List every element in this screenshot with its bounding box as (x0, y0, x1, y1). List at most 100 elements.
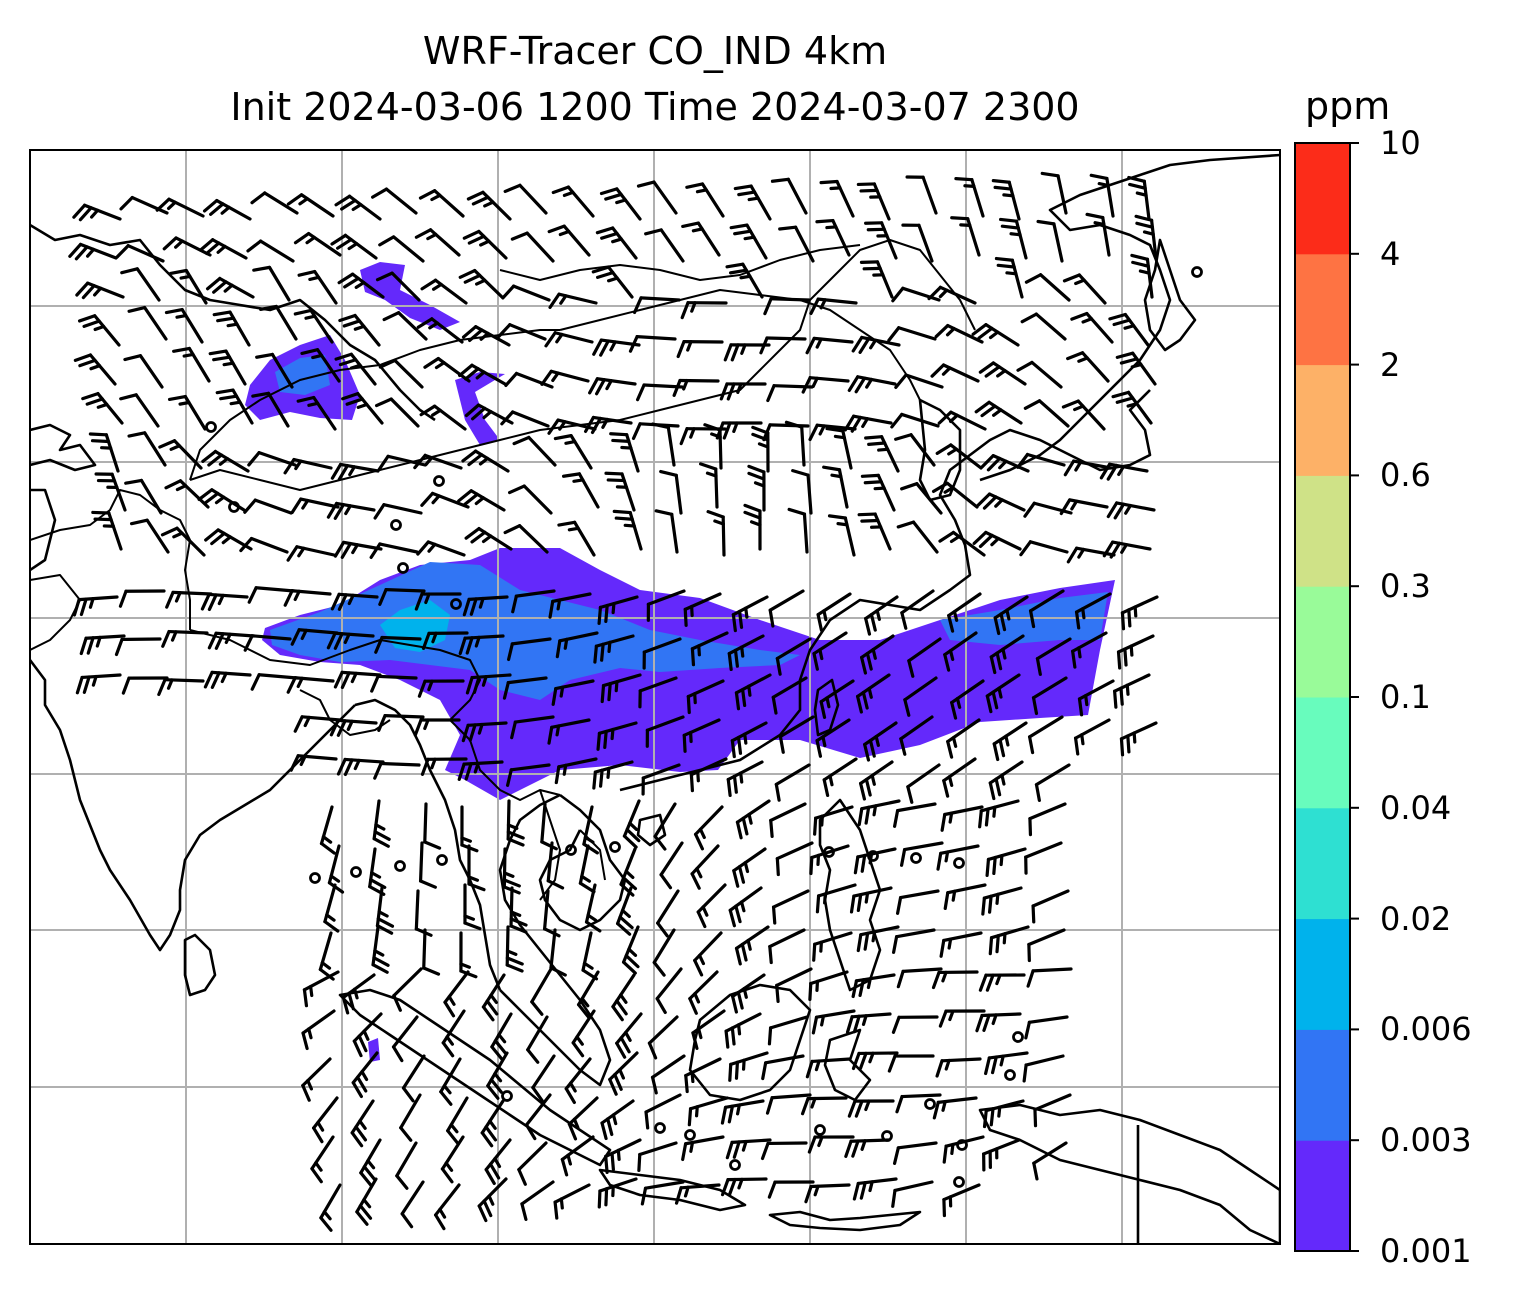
wind-barb (421, 631, 469, 650)
wind-barb (391, 1015, 419, 1063)
wind-barb (1027, 928, 1066, 963)
wind-barb (326, 501, 376, 520)
wind-barb (81, 391, 124, 425)
wind-barb (462, 229, 508, 260)
wind-barb (441, 1009, 466, 1058)
wind-barb (1031, 889, 1070, 924)
wind-barb (1040, 171, 1068, 215)
wind-barb (1016, 452, 1066, 469)
wind-barb (434, 1183, 461, 1231)
coastline-philippines (818, 798, 882, 992)
wind-barb (978, 973, 1026, 992)
wind-barb (460, 805, 479, 853)
wind-barb (1120, 595, 1159, 631)
wind-barb (645, 715, 685, 748)
wind-barb (934, 323, 984, 344)
wind-barb (767, 1180, 815, 1199)
wind-barb (843, 414, 893, 433)
wind-barb (155, 197, 205, 218)
wind-barb (413, 453, 463, 470)
wind-barb (845, 1012, 892, 1034)
calm-marker (953, 857, 965, 869)
wind-barb (584, 883, 602, 933)
wind-barb (582, 805, 599, 855)
wind-barb (808, 970, 849, 1002)
wind-barb (720, 1099, 765, 1125)
wind-barb (851, 973, 896, 999)
calm-marker (1191, 266, 1203, 278)
wind-barb (615, 1012, 643, 1059)
wind-barb (591, 265, 634, 299)
wind-barb (547, 224, 591, 257)
wind-barb (775, 967, 813, 1003)
wind-barb (847, 375, 897, 394)
wind-barb (978, 799, 1020, 829)
map-gridlines (30, 150, 1280, 1244)
wind-barb (775, 841, 814, 877)
wind-barb (939, 931, 983, 958)
wind-barb (819, 679, 855, 719)
wind-barb (891, 286, 941, 303)
wind-barb (326, 631, 375, 650)
wind-barb (599, 187, 642, 221)
wind-barb (301, 1057, 332, 1102)
wind-barb (640, 1180, 685, 1206)
wind-barb (684, 1057, 722, 1094)
wind-barb (611, 973, 636, 1022)
calm-marker (228, 501, 240, 513)
wind-barb (681, 1135, 725, 1162)
wind-barb (743, 503, 762, 551)
wind-barb (567, 1096, 599, 1141)
wind-barb (374, 635, 422, 654)
wind-barb (1061, 399, 1106, 431)
wind-barb (120, 267, 161, 302)
wind-barb (290, 628, 339, 646)
wind-barb (891, 1015, 939, 1034)
wind-barb (730, 721, 768, 759)
wind-barb (161, 629, 209, 648)
wind-barb (561, 472, 600, 509)
colorbar-tick-label: 0.02 (1380, 899, 1452, 938)
calm-marker (953, 1176, 965, 1188)
wind-barb (329, 718, 378, 737)
wind-barb (1016, 360, 1063, 389)
wind-barb (775, 637, 812, 676)
wind-barb (162, 236, 212, 257)
wind-barb (751, 425, 770, 473)
wind-barb (903, 676, 938, 717)
wind-barb (725, 1138, 772, 1160)
coastline-hainan (636, 813, 667, 847)
wind-barb (974, 400, 1023, 425)
wind-barb (815, 718, 851, 758)
wind-barb (674, 1183, 721, 1205)
wind-barb (330, 233, 378, 260)
wind-barb (644, 228, 685, 263)
coastline-srilanka (183, 933, 217, 997)
wind-barb (414, 592, 462, 611)
wind-barb (863, 721, 898, 762)
wind-barb (197, 488, 246, 512)
wind-barb (647, 1015, 679, 1060)
wind-barb (985, 673, 1021, 714)
wind-barb (94, 472, 127, 512)
wind-barb (312, 1096, 339, 1144)
wind-barb (543, 889, 561, 938)
wind-barb (247, 586, 296, 604)
colorbar-band (1295, 918, 1350, 1030)
wind-barb (852, 1177, 898, 1201)
wind-barb (239, 536, 289, 554)
wind-barb (646, 589, 686, 622)
wind-barb (323, 883, 340, 933)
wind-barb (900, 589, 935, 630)
wind-barb (805, 336, 854, 355)
wind-barb (703, 423, 723, 470)
wind-barb (690, 631, 729, 667)
calm-marker (823, 846, 835, 858)
wind-barb (549, 928, 567, 977)
wind-barb (330, 462, 380, 481)
coastline-sulawesi (823, 1028, 872, 1102)
coastlines (30, 153, 1280, 1244)
wind-barb (853, 847, 897, 875)
wind-barb (935, 1057, 982, 1078)
wind-barb (251, 391, 290, 428)
